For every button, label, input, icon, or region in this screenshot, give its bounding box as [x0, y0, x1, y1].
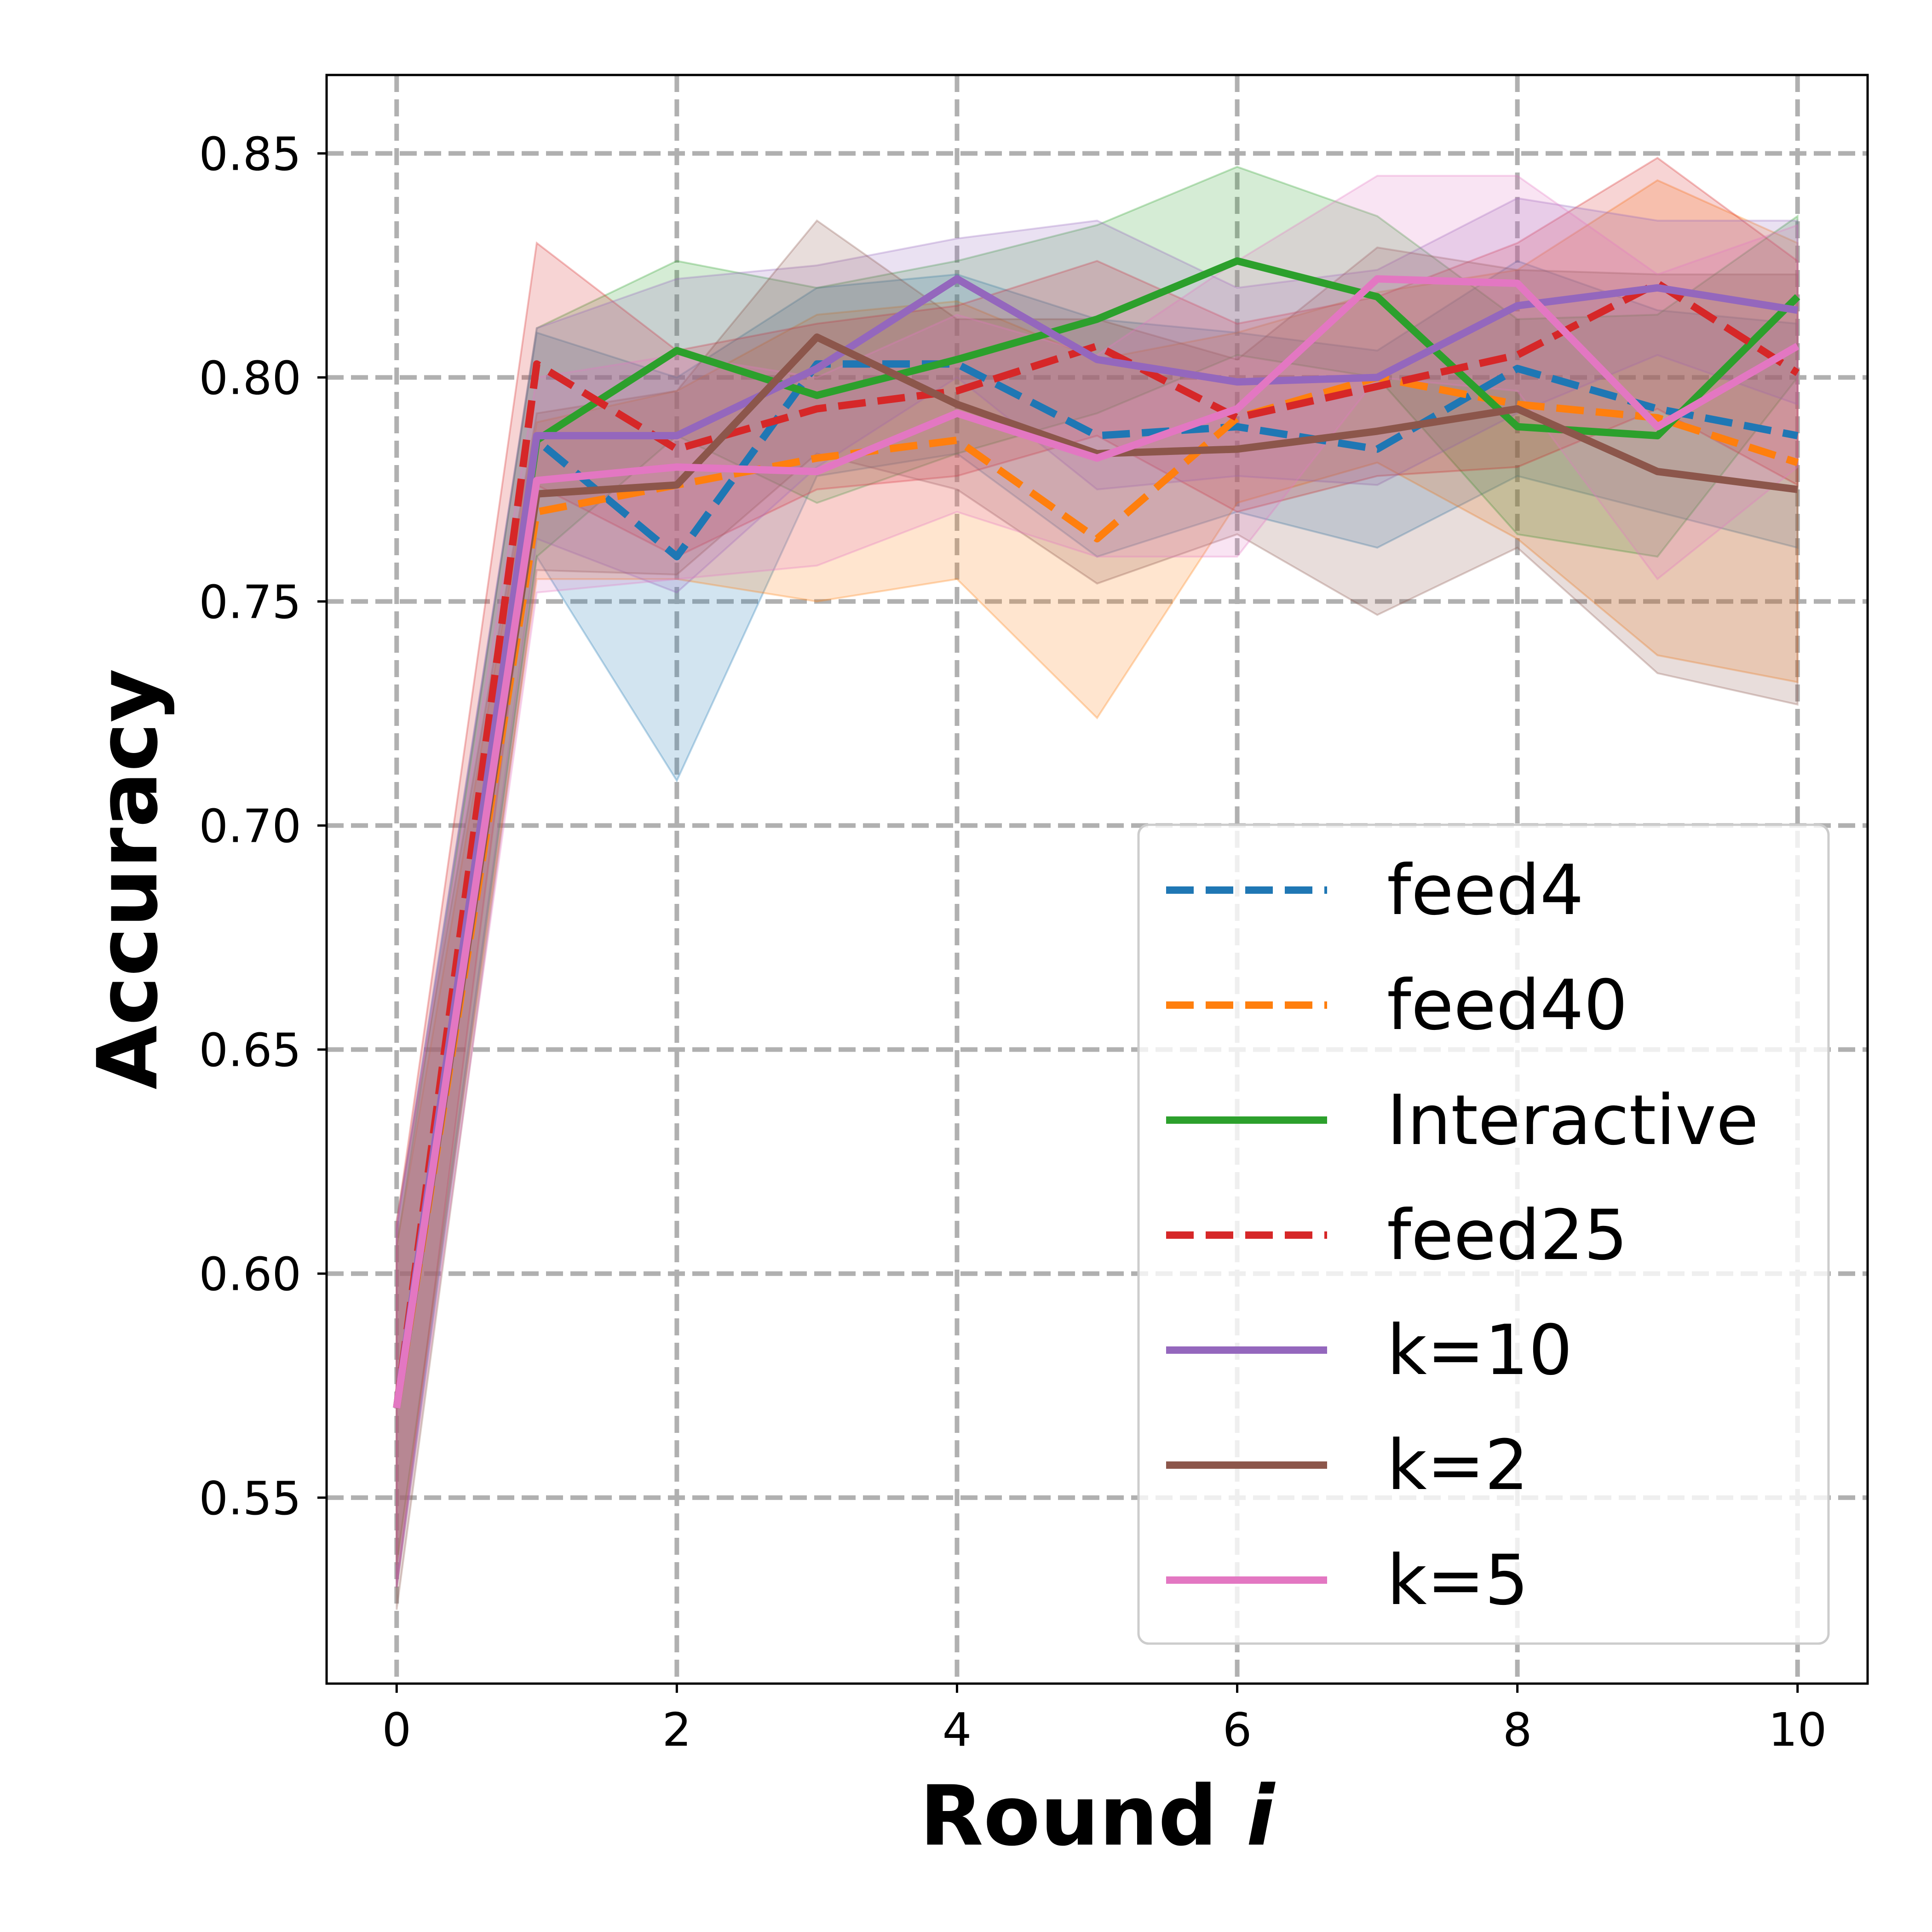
legend-label: k=2: [1387, 1426, 1529, 1506]
x-tick-label: 8: [1503, 1703, 1532, 1757]
band-feed4: [396, 260, 1799, 1587]
band-interactive: [396, 166, 1799, 1565]
series-lines: [393, 257, 1800, 1409]
x-axis-title: Round i: [920, 1768, 1276, 1864]
y-axis-title: Accuracy: [80, 668, 176, 1089]
legend-label: feed4: [1387, 851, 1584, 931]
band-k-5: [396, 175, 1799, 1587]
legend-label: feed40: [1387, 966, 1627, 1046]
y-tick-label: 0.60: [199, 1248, 301, 1301]
band-k-10: [396, 197, 1799, 1587]
line-feed40: [393, 374, 1799, 1409]
legend-label: k=10: [1387, 1311, 1572, 1391]
y-tick-label: 0.75: [199, 575, 301, 629]
legend-label: k=5: [1387, 1541, 1529, 1621]
axis-ticks: 0 2 4 6 8 10 0.55 0.60 0.65 0.70 0.75 0.80 0.85: [199, 127, 1827, 1757]
legend: feed4 feed40 Interactive feed25 k=10 k=2 k=5: [1137, 823, 1830, 1645]
legend-label: feed25: [1387, 1196, 1627, 1276]
line-k-2: [393, 333, 1798, 1409]
x-tick-label: 2: [662, 1703, 692, 1757]
x-tick-label: 4: [943, 1703, 972, 1757]
line-k-5: [393, 275, 1800, 1409]
x-tick-label: 0: [382, 1703, 411, 1757]
y-tick-label: 0.65: [199, 1024, 301, 1077]
line-k-10: [393, 275, 1798, 1409]
plot-frame: [325, 74, 1869, 1685]
y-tick-label: 0.85: [199, 127, 301, 181]
band-k-2: [396, 219, 1799, 1610]
legend-box: [1137, 823, 1830, 1645]
x-tick-label: 6: [1223, 1703, 1252, 1757]
y-tick-label: 0.55: [199, 1472, 301, 1525]
y-tick-label: 0.80: [199, 351, 301, 405]
line-feed4: [393, 360, 1799, 1409]
confidence-bands: [396, 156, 1799, 1610]
x-tick-label: 10: [1768, 1703, 1827, 1757]
legend-label: Interactive: [1387, 1081, 1759, 1161]
y-tick-label: 0.70: [199, 799, 301, 853]
